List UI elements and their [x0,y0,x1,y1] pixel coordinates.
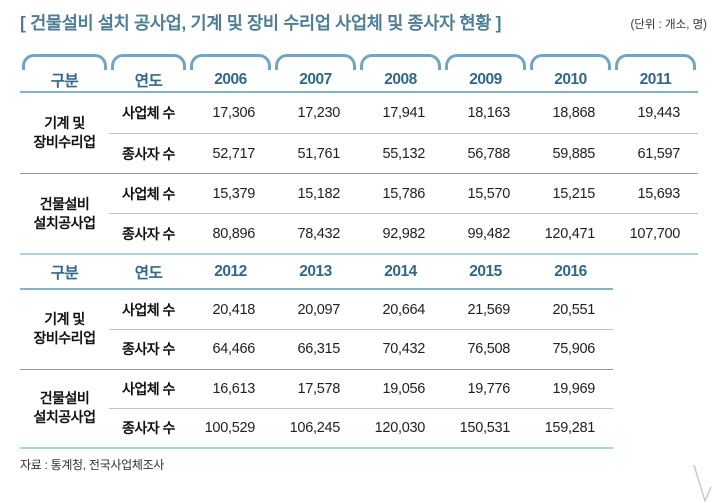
value-cell: 159,281 [528,407,613,447]
value-cell: 100,529 [188,407,273,447]
value-cell: 78,432 [273,213,358,253]
header-bracket [530,54,611,70]
value-cell: 19,969 [528,368,613,408]
value-cell: 15,570 [443,173,528,213]
group-label-line: 장비수리업 [33,134,96,150]
value-cell: 106,245 [273,407,358,447]
header-row: 구분 연도 2006 2007 2008 2009 2010 2011 [20,68,698,93]
col-header-year: 2015 [469,262,502,280]
col-header-year: 2006 [214,70,247,88]
col-header-yeondo: 연도 [134,72,163,90]
value-cell: 17,941 [382,105,425,121]
header-bracket [445,54,526,70]
value-cell: 120,030 [358,407,443,447]
col-header-year: 2007 [299,70,332,88]
value-cell: 55,132 [358,133,443,173]
value-cell: 19,443 [637,105,680,121]
col-header-year: 2011 [639,70,672,88]
row-label: 종사자 수 [109,329,188,368]
value-cell: 76,508 [443,329,528,368]
table-body: 기계 및 장비수리업 사업체 수 17,306 17,230 17,941 18… [20,93,698,255]
value-cell: 20,664 [382,301,425,318]
group-label-line: 설치공사업 [33,214,96,231]
row-label: 사업체 수 [109,368,188,408]
value-cell: 20,418 [212,301,255,318]
table-body: 기계 및 장비수리업 사업체 수 20,418 20,097 20,664 21… [20,290,613,449]
col-header-year: 2013 [299,262,332,280]
group-label-machinery: 기계 및 장비수리업 [20,93,109,173]
col-header-year: 2012 [214,262,247,280]
value-cell: 150,531 [443,407,528,447]
row-label: 종사자 수 [109,407,188,447]
header-bracket [22,54,107,70]
value-cell: 20,097 [297,301,340,318]
value-cell: 15,379 [188,173,273,213]
col-header-gubun: 구분 [50,72,79,90]
col-header-gubun: 구분 [50,264,79,282]
value-cell: 56,788 [443,133,528,173]
row-label: 사업체 수 [122,301,175,318]
value-cell: 80,896 [188,213,273,253]
group-label-line: 설치공사업 [33,409,96,426]
value-cell: 120,471 [528,213,613,253]
header-row: 구분 연도 2012 2013 2014 2015 2016 [20,255,613,290]
value-cell: 15,215 [528,173,613,213]
value-cell: 61,597 [613,133,698,173]
value-cell: 20,551 [552,301,595,318]
value-cell: 21,569 [467,301,510,318]
group-label-machinery: 기계 및 장비수리업 [20,290,109,369]
value-cell: 51,761 [273,133,358,173]
value-cell: 70,432 [358,329,443,368]
value-cell: 59,885 [528,133,613,173]
value-cell: 64,466 [188,329,273,368]
value-cell: 18,163 [467,105,510,121]
value-cell: 15,182 [273,173,358,213]
source-note: 자료 : 통계청, 전국사업체조사 [20,458,165,472]
group-label-building: 건물설비 설치공사업 [20,368,109,448]
scan-artifact-mark [693,464,712,502]
value-cell: 99,482 [443,213,528,253]
value-cell: 18,868 [552,105,595,121]
col-header-year: 2014 [384,262,417,280]
value-cell: 17,230 [297,105,340,121]
group-label-line: 건물설비 [39,390,90,407]
page-title: [ 건물설비 설치 공사업, 기계 및 장비 수리업 사업체 및 종사자 현황 … [20,13,502,33]
value-cell: 52,717 [188,133,273,173]
header-bracket [360,54,441,70]
col-header-year: 2009 [469,70,502,88]
value-cell: 75,906 [528,329,613,368]
value-cell: 66,315 [273,329,358,368]
col-header-yeondo: 연도 [134,264,163,282]
row-label: 사업체 수 [122,105,175,121]
row-label: 종사자 수 [109,213,188,253]
value-cell: 16,613 [188,368,273,408]
row-label: 사업체 수 [109,173,188,213]
table-2012-2016: 구분 연도 2012 2013 2014 2015 2016 기계 및 장비수리… [20,255,613,449]
col-header-year: 2016 [554,262,587,280]
value-cell: 92,982 [358,213,443,253]
group-label-building: 건물설비 설치공사업 [20,173,109,253]
value-cell: 19,056 [358,368,443,408]
col-header-year: 2008 [384,70,417,88]
header-bracket [190,54,271,70]
header-bracket-row [20,54,698,70]
header-bracket [111,54,186,70]
value-cell: 17,578 [273,368,358,408]
header-bracket [275,54,356,70]
group-label-line: 건물설비 [39,195,90,212]
value-cell: 17,306 [212,105,255,121]
group-label-line: 기계 및 [44,311,85,328]
value-cell: 107,700 [613,213,698,253]
unit-note: (단위 : 개소, 명) [630,19,707,31]
row-label: 종사자 수 [109,133,188,173]
group-label-line: 기계 및 [44,115,85,132]
value-cell: 15,693 [613,173,698,213]
table-2006-2011: 구분 연도 2006 2007 2008 2009 2010 2011 기계 및… [20,54,698,255]
value-cell: 19,776 [443,368,528,408]
value-cell: 15,786 [358,173,443,213]
header-bracket [615,54,696,70]
col-header-year: 2010 [554,70,587,88]
group-label-line: 장비수리업 [33,330,96,347]
